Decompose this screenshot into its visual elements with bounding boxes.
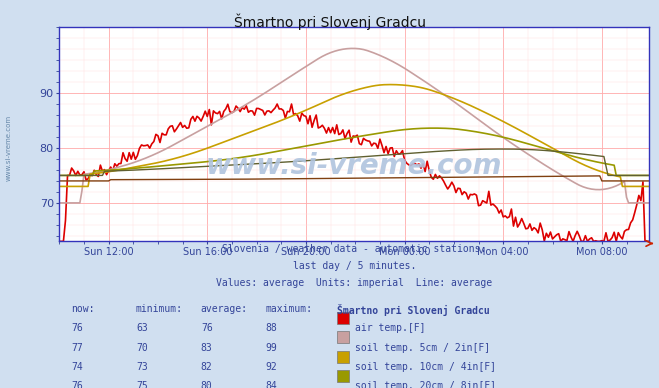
Text: now:: now:: [71, 304, 95, 314]
Text: 75: 75: [136, 381, 148, 388]
Text: maximum:: maximum:: [266, 304, 313, 314]
Text: 80: 80: [201, 381, 213, 388]
Text: Slovenia / weather data - automatic stations.: Slovenia / weather data - automatic stat…: [222, 244, 486, 254]
Text: minimum:: minimum:: [136, 304, 183, 314]
Text: www.si-vreme.com: www.si-vreme.com: [206, 152, 502, 180]
Text: 88: 88: [266, 324, 277, 333]
FancyBboxPatch shape: [337, 331, 349, 343]
Text: soil temp. 5cm / 2in[F]: soil temp. 5cm / 2in[F]: [355, 343, 490, 353]
Text: 73: 73: [136, 362, 148, 372]
Text: Values: average  Units: imperial  Line: average: Values: average Units: imperial Line: av…: [216, 279, 492, 288]
Text: 70: 70: [136, 343, 148, 353]
Text: 92: 92: [266, 362, 277, 372]
Text: last day / 5 minutes.: last day / 5 minutes.: [293, 262, 416, 271]
Text: average:: average:: [201, 304, 248, 314]
FancyBboxPatch shape: [337, 351, 349, 363]
Text: soil temp. 20cm / 8in[F]: soil temp. 20cm / 8in[F]: [355, 381, 496, 388]
Text: Šmartno pri Slovenj Gradcu: Šmartno pri Slovenj Gradcu: [337, 304, 489, 316]
Text: 77: 77: [71, 343, 83, 353]
Text: air temp.[F]: air temp.[F]: [355, 324, 426, 333]
Text: Šmartno pri Slovenj Gradcu: Šmartno pri Slovenj Gradcu: [233, 14, 426, 30]
Text: 82: 82: [201, 362, 213, 372]
Text: www.si-vreme.com: www.si-vreme.com: [5, 114, 11, 180]
Text: 84: 84: [266, 381, 277, 388]
Text: soil temp. 10cm / 4in[F]: soil temp. 10cm / 4in[F]: [355, 362, 496, 372]
FancyBboxPatch shape: [337, 312, 349, 324]
FancyBboxPatch shape: [337, 370, 349, 382]
Text: 63: 63: [136, 324, 148, 333]
Text: 76: 76: [71, 324, 83, 333]
Text: 99: 99: [266, 343, 277, 353]
Text: 76: 76: [201, 324, 213, 333]
Text: 83: 83: [201, 343, 213, 353]
Text: 74: 74: [71, 362, 83, 372]
Text: 76: 76: [71, 381, 83, 388]
